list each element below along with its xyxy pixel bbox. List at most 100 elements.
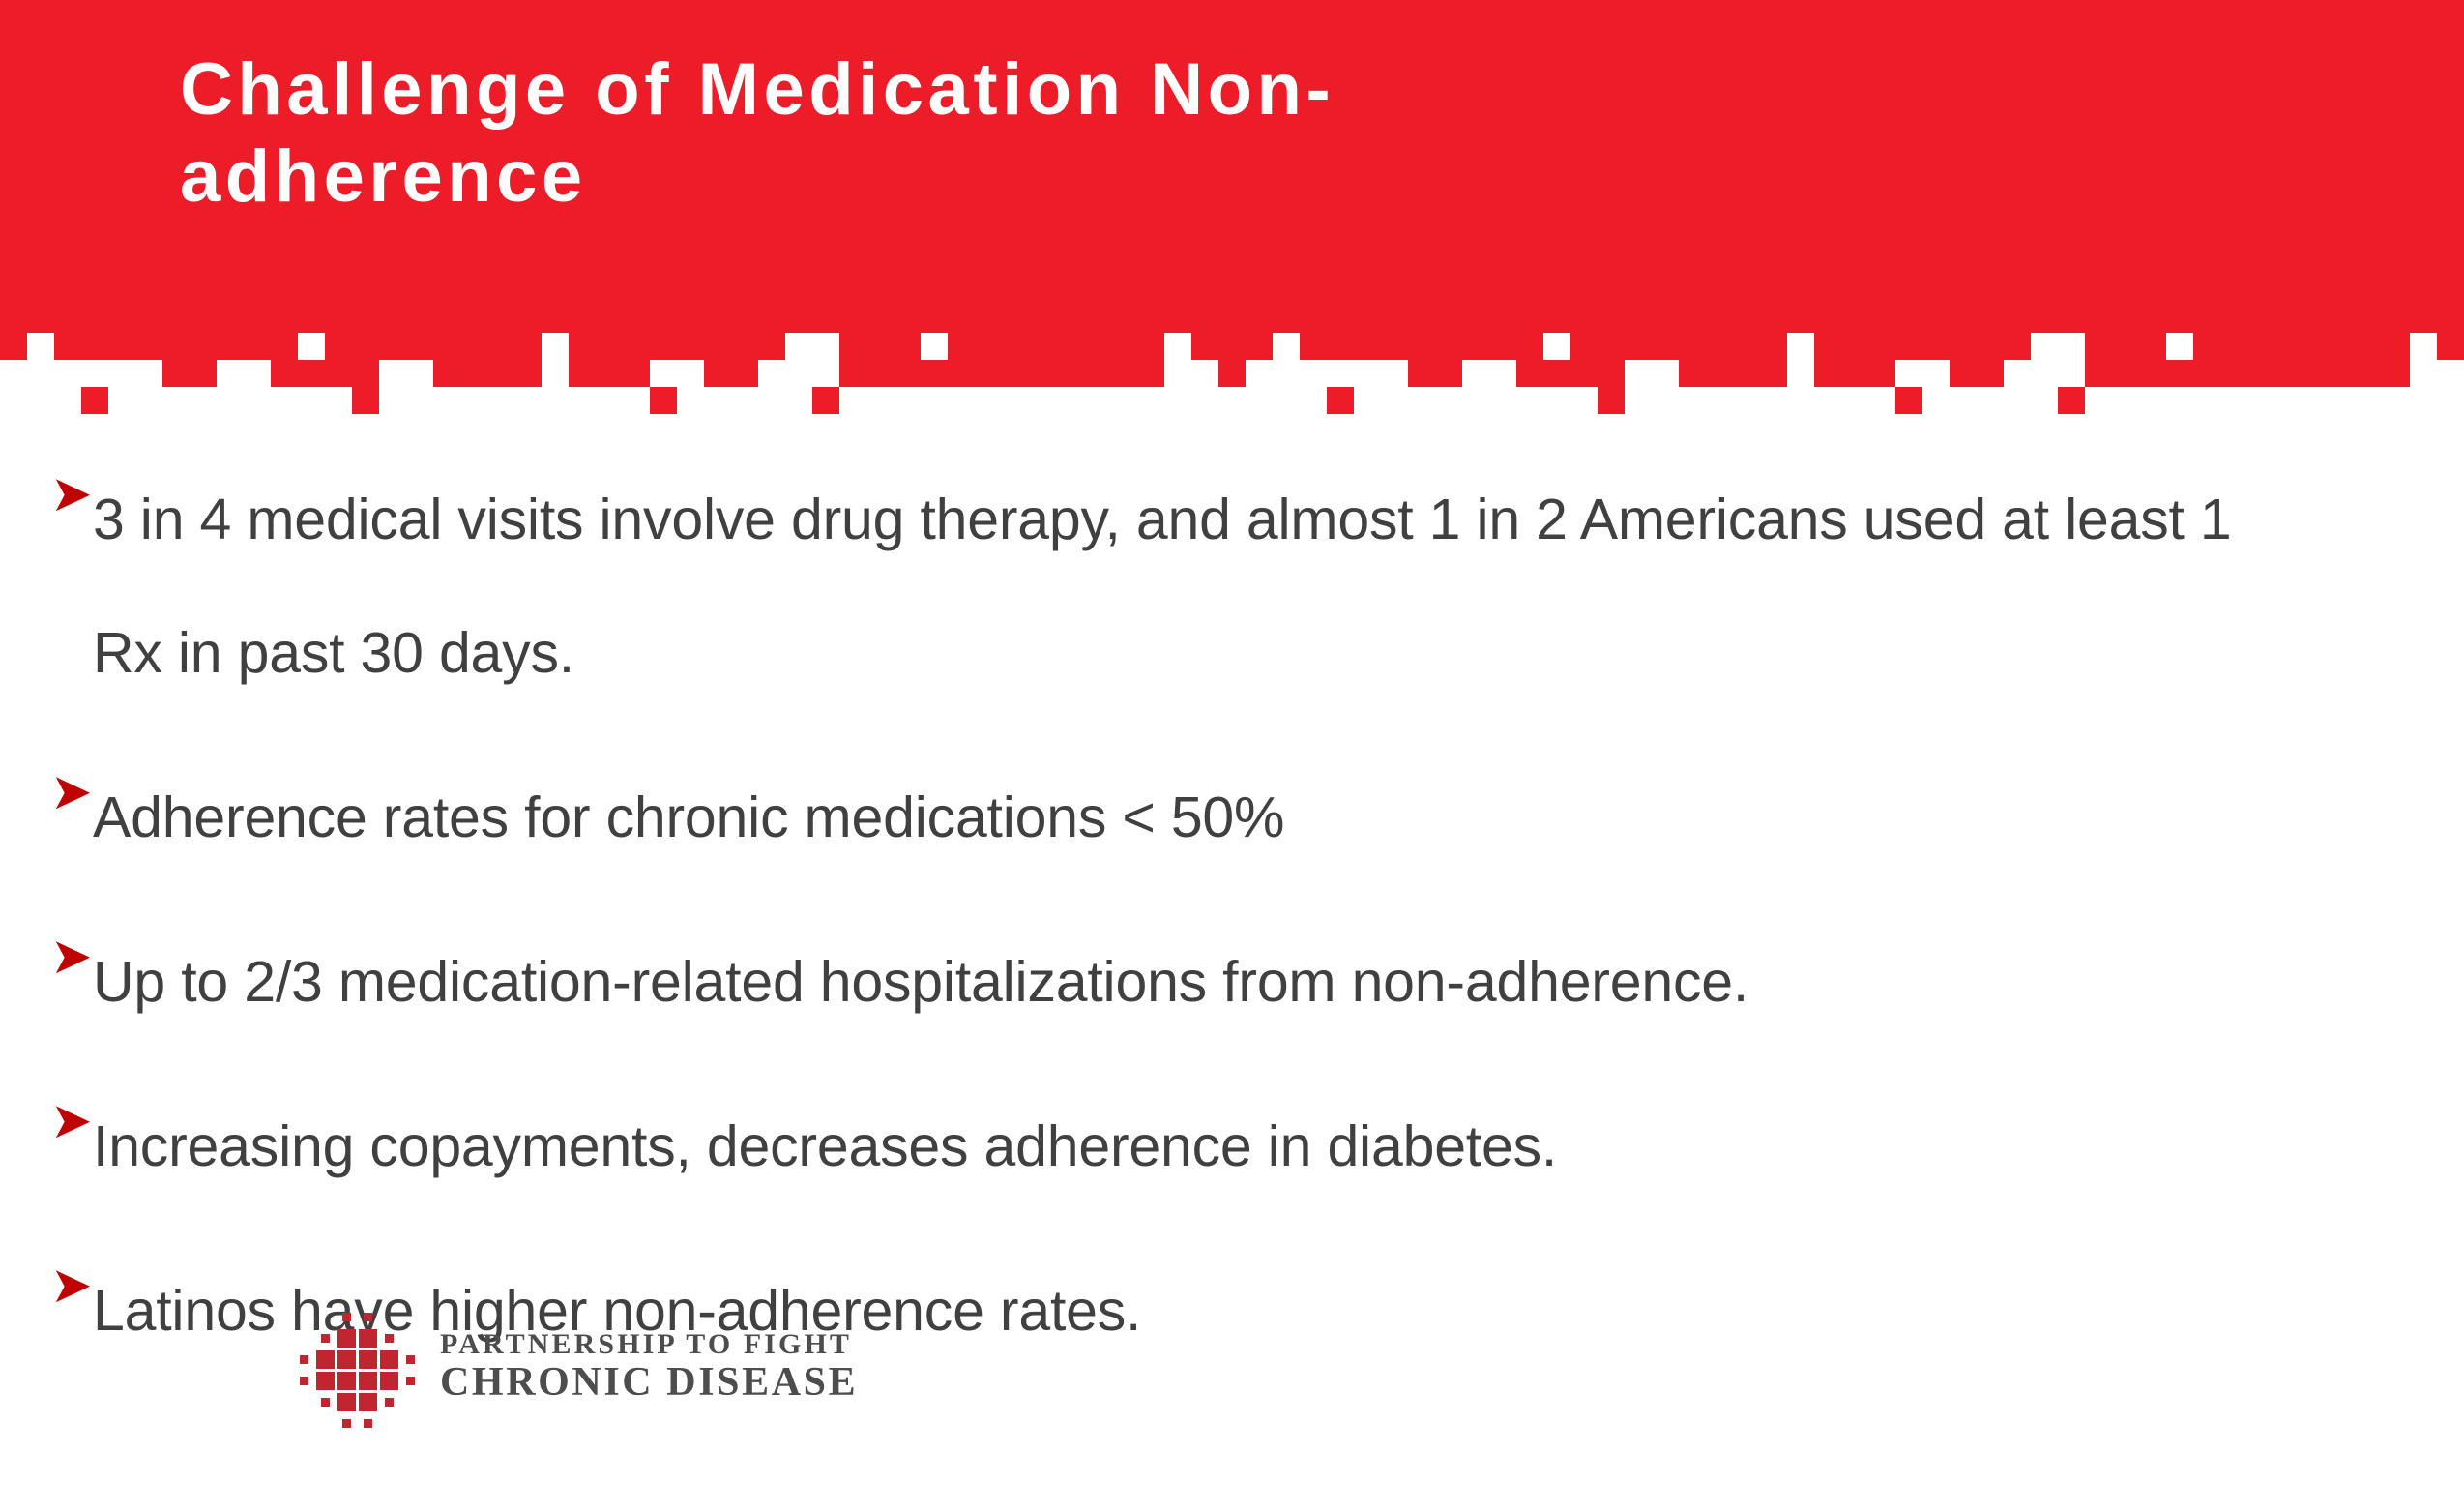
logo-mosaic-square: [385, 1398, 394, 1407]
logo-mosaic-square: [380, 1372, 398, 1390]
checker-cell: [1029, 333, 1056, 360]
logo-mosaic-square: [406, 1355, 415, 1364]
checker-cell: [2166, 360, 2193, 387]
checker-cell: [596, 333, 623, 360]
checker-cell: [1137, 360, 1164, 387]
header-banner: Challenge of Medication Non-adherence: [0, 0, 2464, 333]
checker-cell: [487, 360, 514, 387]
checker-cell: [1327, 387, 1354, 414]
page-title: Challenge of Medication Non-adherence: [180, 48, 1335, 218]
checker-cell: [1327, 333, 1354, 360]
checker-cell: [487, 333, 514, 360]
checker-cell: [1137, 333, 1164, 360]
checker-cell: [1706, 333, 1733, 360]
checker-cell: [2112, 360, 2139, 387]
logo-mosaic-square: [337, 1350, 356, 1369]
logo-mosaic-square: [321, 1398, 330, 1407]
checker-cell: [704, 333, 731, 360]
checker-cell: [1733, 333, 1760, 360]
checker-cell: [1056, 333, 1083, 360]
checker-cell: [948, 360, 975, 387]
logo-mosaic-square: [406, 1377, 415, 1385]
checker-cell: [2356, 333, 2383, 360]
checker-cell: [2004, 333, 2031, 360]
checker-cell: [569, 333, 596, 360]
checker-cell: [1002, 360, 1029, 387]
checker-cell: [1354, 333, 1381, 360]
checker-cell: [650, 387, 677, 414]
checker-cell: [1191, 333, 1218, 360]
logo-mosaic-square: [359, 1372, 377, 1390]
checker-cell: [1733, 360, 1760, 387]
logo-mosaic-square: [321, 1334, 330, 1343]
bullet-arrow-icon: ➤: [50, 763, 93, 821]
checker-cell: [1029, 360, 1056, 387]
checker-cell: [325, 333, 352, 360]
checker-cell: [460, 360, 487, 387]
checker-cell: [1652, 333, 1679, 360]
checker-cell: [1435, 360, 1462, 387]
checker-cell: [1056, 360, 1083, 387]
checker-cell: [1598, 333, 1625, 360]
checker-cell: [1381, 333, 1408, 360]
checker-cell: [2302, 360, 2329, 387]
checker-cell: [1841, 360, 1868, 387]
logo-mosaic-square: [380, 1350, 398, 1369]
checker-cell: [1760, 360, 1787, 387]
checker-cell: [1110, 360, 1137, 387]
checker-cell: [1435, 333, 1462, 360]
checker-cell: [54, 333, 81, 360]
checker-cell: [2274, 360, 2302, 387]
checker-cell: [433, 333, 460, 360]
checker-cell: [866, 333, 894, 360]
checker-cell: [1679, 360, 1706, 387]
checker-cell: [1543, 360, 1570, 387]
checker-cell: [190, 333, 217, 360]
bullet-arrow-icon: ➤: [50, 1092, 93, 1150]
checker-cell: [839, 360, 866, 387]
checker-cell: [514, 333, 542, 360]
bullet-arrow-icon: ➤: [50, 465, 93, 523]
list-item: ➤ 3 in 4 medical visits involve drug ther…: [0, 453, 2464, 720]
checker-cell: [1083, 333, 1110, 360]
checker-cell: [731, 360, 758, 387]
checker-cell: [1977, 360, 2004, 387]
logo-mosaic-square: [359, 1329, 377, 1348]
checker-cell: [433, 360, 460, 387]
list-item: ➤ Increasing copayments, decreases adhere…: [0, 1080, 2464, 1213]
checker-cell: [1516, 360, 1543, 387]
checkerboard-divider: [0, 333, 2464, 414]
checker-cell: [1570, 333, 1598, 360]
checker-cell: [2437, 333, 2464, 360]
checker-cell: [1868, 360, 1895, 387]
checker-cell: [2247, 360, 2274, 387]
logo-mosaic-square: [316, 1350, 335, 1369]
bullet-list: ➤ 3 in 4 medical visits involve drug ther…: [0, 453, 2464, 1408]
checker-cell: [2302, 333, 2329, 360]
checker-cell: [514, 360, 542, 387]
checker-cell: [2329, 333, 2356, 360]
checker-cell: [1408, 333, 1435, 360]
checker-cell: [2058, 387, 2085, 414]
checker-cell: [81, 333, 108, 360]
checker-cell: [2085, 360, 2112, 387]
checker-cell: [2220, 333, 2247, 360]
checker-cell: [1570, 360, 1598, 387]
checker-cell: [135, 333, 162, 360]
checker-cell: [650, 333, 677, 360]
checker-cell: [1598, 387, 1625, 414]
checker-cell: [1814, 333, 1841, 360]
checker-cell: [2329, 360, 2356, 387]
checker-cell: [921, 360, 948, 387]
logo-mosaic-square: [364, 1419, 372, 1428]
checker-cell: [2220, 360, 2247, 387]
checker-cell: [2247, 333, 2274, 360]
checker-cell: [2383, 360, 2410, 387]
checker-cell: [271, 360, 298, 387]
checker-cell: [298, 360, 325, 387]
checker-cell: [244, 333, 271, 360]
checker-cell: [81, 387, 108, 414]
checker-cell: [2193, 333, 2220, 360]
checker-cell: [1625, 333, 1652, 360]
checker-cell: [1246, 333, 1273, 360]
